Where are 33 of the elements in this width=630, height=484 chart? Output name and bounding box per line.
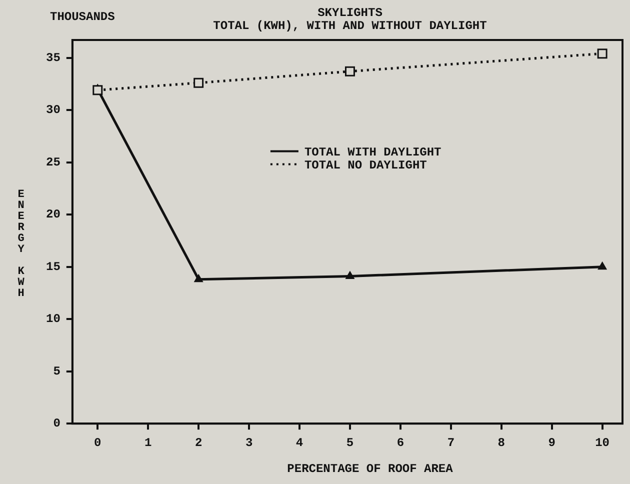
x-tick-label: 6 (396, 436, 404, 450)
chart-title: SKYLIGHTS (318, 6, 382, 20)
point (346, 271, 354, 279)
x-tick-label: 7 (447, 436, 455, 450)
y-tick-label: 15 (46, 260, 60, 274)
x-tick-label: 9 (548, 436, 556, 450)
y-tick-label: 0 (53, 416, 60, 431)
x-tick-label: 2 (194, 436, 202, 450)
point (194, 78, 204, 88)
y-tick-label: 20 (46, 208, 60, 222)
point (597, 48, 608, 59)
legend-label: TOTAL WITH DAYLIGHT (304, 145, 442, 160)
chart-subtitle: TOTAL (KWH), WITH AND WITHOUT DAYLIGHT (213, 19, 487, 33)
text: ENERGY KWH (18, 189, 24, 300)
x-tick-label: 1 (144, 436, 152, 450)
x-tick-label: 5 (346, 436, 354, 450)
x-tick-label: 3 (245, 436, 253, 450)
point (92, 85, 103, 96)
x-tick-label: 0 (94, 436, 102, 450)
y-tick-label: 5 (53, 364, 60, 378)
y-tick-label: 30 (46, 103, 60, 118)
x-axis-title: PERCENTAGE OF ROOF AREA (286, 462, 454, 476)
point (344, 66, 355, 76)
y-tick-label: 25 (46, 155, 60, 170)
legend-label: TOTAL NO DAYLIGHT (304, 158, 427, 172)
x-tick-label: 4 (296, 436, 304, 450)
point (194, 274, 203, 282)
x-tick-label: 10 (595, 436, 610, 450)
y-tick-label: 10 (46, 312, 60, 326)
text: THOUSANDS (50, 10, 115, 24)
point (598, 262, 607, 270)
y-tick-label: 35 (46, 50, 60, 65)
x-tick-label: 8 (498, 436, 505, 450)
